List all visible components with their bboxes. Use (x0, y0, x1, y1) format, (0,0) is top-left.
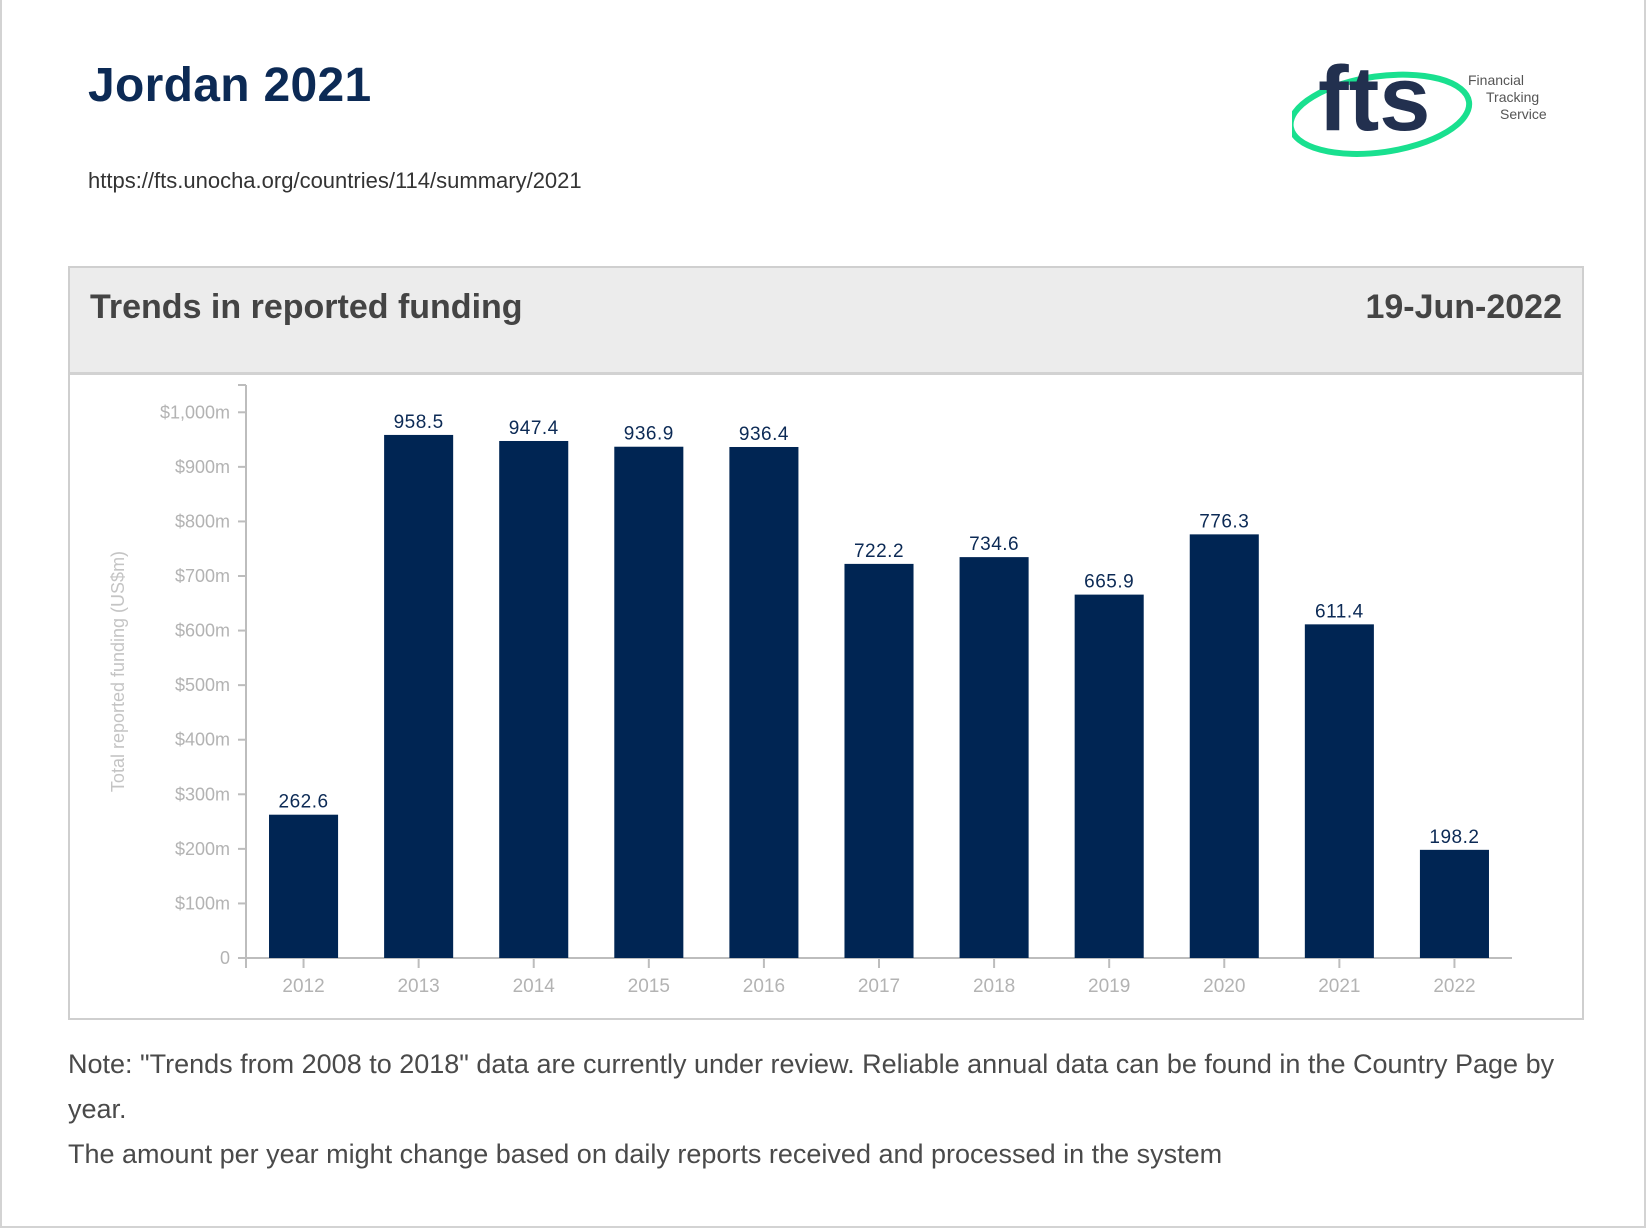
fts-logo: fts Financial Tracking Service (1292, 48, 1547, 157)
bar-2017 (844, 563, 914, 958)
bar-2019 (1074, 594, 1144, 958)
note-daily-reports: The amount per year might change based o… (68, 1139, 1223, 1169)
y-tick-label: $100m (175, 893, 230, 913)
bar-2020 (1189, 534, 1259, 958)
bar-2014 (499, 440, 569, 958)
x-tick-label-2019: 2019 (1088, 976, 1130, 997)
bar-2022 (1419, 849, 1489, 958)
data-label-2016: 936.4 (739, 424, 789, 445)
y-tick-label: $1,000m (160, 402, 230, 422)
logo-line-3: Service (1500, 106, 1547, 122)
y-tick-label: $400m (175, 730, 230, 750)
notes: Note: "Trends from 2008 to 2018" data ar… (68, 1042, 1568, 1177)
y-tick-label: 0 (220, 948, 230, 968)
y-tick-label: $700m (175, 566, 230, 586)
logo-line-2: Tracking (1486, 89, 1539, 105)
data-label-2020: 776.3 (1199, 511, 1249, 532)
x-tick-label-2014: 2014 (513, 976, 556, 997)
data-label-2015: 936.9 (624, 424, 674, 445)
panel-header: Trends in reported funding 19-Jun-2022 (70, 268, 1582, 375)
x-tick-label-2016: 2016 (743, 976, 785, 997)
data-label-2017: 722.2 (854, 541, 904, 562)
data-label-2022: 198.2 (1429, 827, 1479, 848)
logo-swoosh (1292, 71, 1473, 157)
panel-date: 19-Jun-2022 (1365, 288, 1562, 326)
funding-trends-panel: Trends in reported funding 19-Jun-2022 0… (68, 266, 1584, 1020)
panel-title: Trends in reported funding (90, 288, 523, 326)
page-url[interactable]: https://fts.unocha.org/countries/114/sum… (88, 168, 582, 193)
data-label-2018: 734.6 (969, 534, 1019, 555)
y-tick-label: $200m (175, 839, 230, 859)
y-tick-label: $500m (175, 675, 230, 695)
bar-2018 (959, 557, 1029, 958)
y-tick-label: $600m (175, 621, 230, 641)
y-tick-label: $900m (175, 457, 230, 477)
page-title: Jordan 2021 (88, 59, 372, 112)
bar-2013 (384, 434, 454, 958)
logo-mark: fts (1318, 48, 1430, 150)
y-axis-title: Total reported funding (US$m) (108, 551, 128, 792)
data-label-2014: 947.4 (509, 418, 559, 439)
logo-line-1: Financial (1468, 72, 1524, 88)
x-tick-label-2018: 2018 (973, 976, 1015, 997)
data-label-2013: 958.5 (394, 412, 444, 433)
x-tick-label-2017: 2017 (858, 976, 900, 997)
bar-2016 (729, 446, 799, 958)
note-review: Note: "Trends from 2008 to 2018" data ar… (68, 1049, 1555, 1124)
data-label-2021: 611.4 (1315, 601, 1364, 622)
bar-2012 (269, 814, 339, 958)
bar-2021 (1304, 624, 1374, 958)
data-label-2012: 262.6 (279, 792, 329, 813)
x-tick-label-2015: 2015 (628, 976, 670, 997)
x-tick-label-2022: 2022 (1433, 976, 1475, 997)
y-tick-label: $300m (175, 784, 230, 804)
x-tick-label-2021: 2021 (1318, 976, 1360, 997)
funding-bar-chart: 0 $100m $200m $300m $400m $500m $600m $700m $800… (108, 384, 1512, 997)
x-tick-label-2012: 2012 (282, 976, 324, 997)
y-tick-label: $800m (175, 511, 230, 531)
data-label-2019: 665.9 (1084, 572, 1134, 593)
bar-2015 (614, 446, 684, 958)
x-tick-label-2013: 2013 (397, 976, 439, 997)
x-tick-label-2020: 2020 (1203, 976, 1245, 997)
